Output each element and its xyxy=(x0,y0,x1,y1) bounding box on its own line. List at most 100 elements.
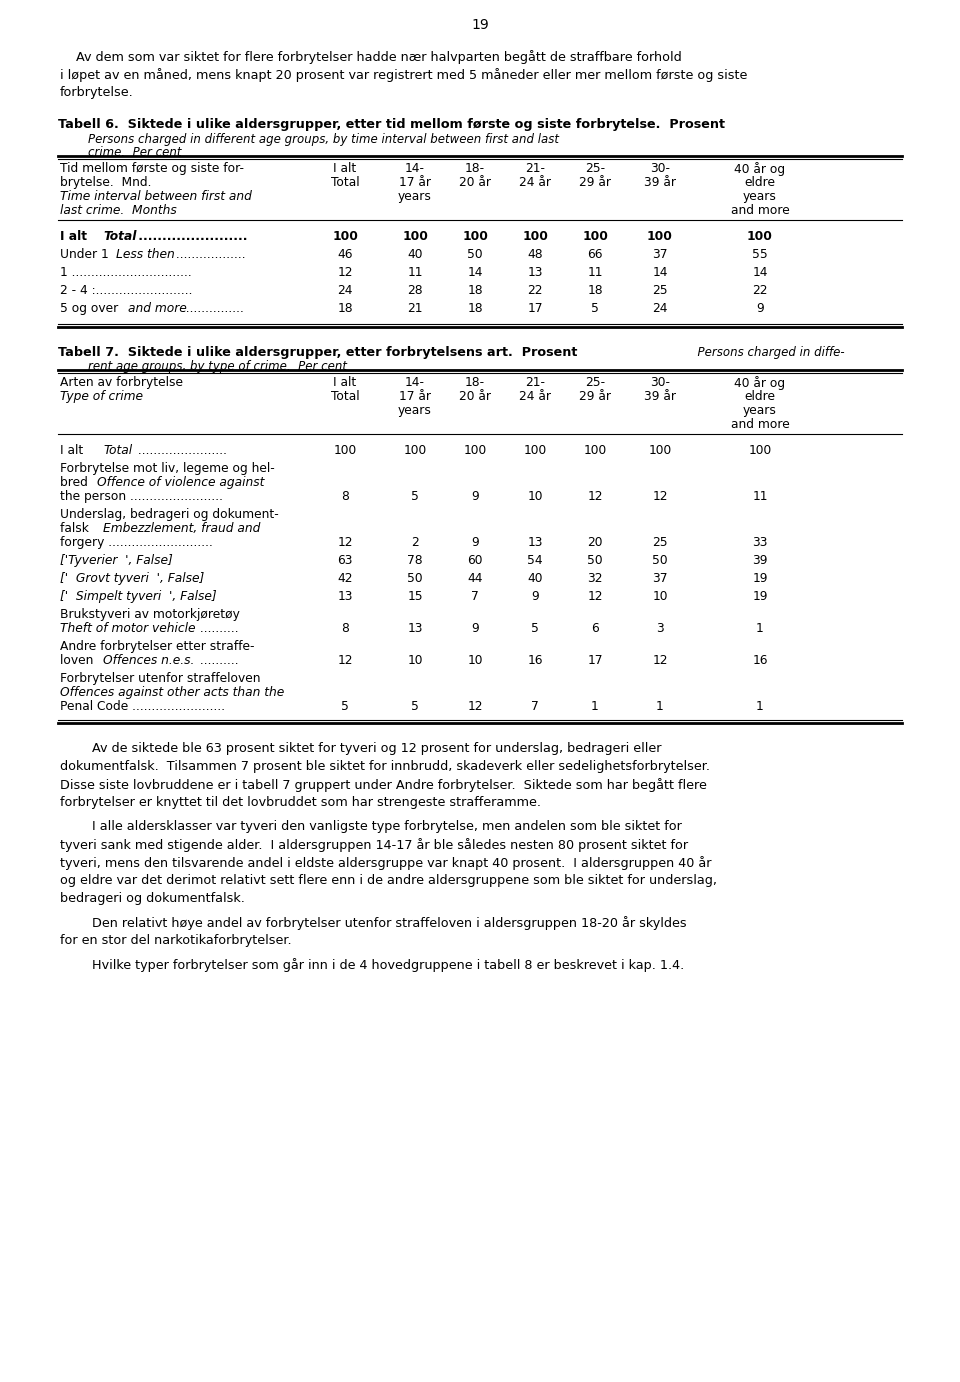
Text: 55: 55 xyxy=(752,247,768,261)
Text: 17 år: 17 år xyxy=(399,176,431,189)
Text: 25: 25 xyxy=(652,536,668,549)
Text: 17: 17 xyxy=(527,303,542,315)
Text: Forbrytelser utenfor straffeloven: Forbrytelser utenfor straffeloven xyxy=(60,672,260,685)
Text: og eldre var det derimot relativt sett flere enn i de andre aldersgruppene som b: og eldre var det derimot relativt sett f… xyxy=(60,873,717,887)
Text: and more: and more xyxy=(129,303,187,315)
Text: 100: 100 xyxy=(462,229,488,243)
Text: 5: 5 xyxy=(341,701,348,713)
Text: 37: 37 xyxy=(652,572,668,585)
Text: Offences against other acts than the: Offences against other acts than the xyxy=(60,685,284,699)
Text: 40 år og: 40 år og xyxy=(734,376,785,390)
Text: 100: 100 xyxy=(332,229,358,243)
Text: 50: 50 xyxy=(468,247,483,261)
Text: Total: Total xyxy=(330,176,359,189)
Text: 50: 50 xyxy=(407,572,422,585)
Text: brytelse.  Mnd.: brytelse. Mnd. xyxy=(60,176,152,189)
Text: 14: 14 xyxy=(468,265,483,279)
Text: 46: 46 xyxy=(337,247,352,261)
Text: Less then: Less then xyxy=(116,247,175,261)
Text: Underslag, bedrageri og dokument-: Underslag, bedrageri og dokument- xyxy=(60,509,278,521)
Text: 9: 9 xyxy=(471,622,479,634)
Text: Embezzlement, fraud and: Embezzlement, fraud and xyxy=(104,522,261,535)
Text: 18-: 18- xyxy=(465,162,485,176)
Text: 12: 12 xyxy=(652,654,668,668)
Text: 11: 11 xyxy=(588,265,603,279)
Text: dokumentfalsk.  Tilsammen 7 prosent ble siktet for innbrudd, skadeverk eller sed: dokumentfalsk. Tilsammen 7 prosent ble s… xyxy=(60,760,710,773)
Text: 12: 12 xyxy=(337,654,352,668)
Text: 30-: 30- xyxy=(650,376,670,388)
Text: 10: 10 xyxy=(527,491,542,503)
Text: 42: 42 xyxy=(337,572,352,585)
Text: 100: 100 xyxy=(402,229,428,243)
Text: 5: 5 xyxy=(411,701,419,713)
Text: ..................: .................. xyxy=(172,247,245,261)
Text: 16: 16 xyxy=(753,654,768,668)
Text: 11: 11 xyxy=(407,265,422,279)
Text: 40: 40 xyxy=(407,247,422,261)
Text: 2: 2 xyxy=(411,536,419,549)
Text: 37: 37 xyxy=(652,247,668,261)
Text: 20: 20 xyxy=(588,536,603,549)
Text: bedrageri og dokumentfalsk.: bedrageri og dokumentfalsk. xyxy=(60,891,245,905)
Text: ..........: .......... xyxy=(197,654,239,668)
Text: Forbrytelse mot liv, legeme og hel-: Forbrytelse mot liv, legeme og hel- xyxy=(60,462,275,475)
Text: 18: 18 xyxy=(468,283,483,297)
Text: 100: 100 xyxy=(464,444,487,457)
Text: Under 1: Under 1 xyxy=(60,247,116,261)
Text: Persons charged in different age groups, by time interval between first and last: Persons charged in different age groups,… xyxy=(58,133,559,146)
Text: 25: 25 xyxy=(652,283,668,297)
Text: 30-: 30- xyxy=(650,162,670,176)
Text: for en stor del narkotikaforbrytelser.: for en stor del narkotikaforbrytelser. xyxy=(60,934,292,947)
Text: 10: 10 xyxy=(407,654,422,668)
Text: 18: 18 xyxy=(337,303,353,315)
Text: 18: 18 xyxy=(468,303,483,315)
Text: 13: 13 xyxy=(527,536,542,549)
Text: 5: 5 xyxy=(531,622,539,634)
Text: rent age groups, by type of crime.  Per cent: rent age groups, by type of crime. Per c… xyxy=(58,359,347,373)
Text: 29 år: 29 år xyxy=(579,176,611,189)
Text: 22: 22 xyxy=(753,283,768,297)
Text: 78: 78 xyxy=(407,554,422,567)
Text: 18: 18 xyxy=(588,283,603,297)
Text: Offence of violence against: Offence of violence against xyxy=(97,475,265,489)
Text: ..........: .......... xyxy=(197,622,239,634)
Text: and more: and more xyxy=(731,205,789,217)
Text: 40 år og: 40 år og xyxy=(734,162,785,176)
Text: 1: 1 xyxy=(756,622,764,634)
Text: 100: 100 xyxy=(647,229,673,243)
Text: last crime.  Months: last crime. Months xyxy=(60,205,177,217)
Text: 100: 100 xyxy=(523,444,546,457)
Text: loven: loven xyxy=(60,654,101,668)
Text: 13: 13 xyxy=(407,622,422,634)
Text: falsk: falsk xyxy=(60,522,97,535)
Text: forbrytelse.: forbrytelse. xyxy=(60,86,133,100)
Text: 14: 14 xyxy=(652,265,668,279)
Text: 5 og over: 5 og over xyxy=(60,303,126,315)
Text: 1: 1 xyxy=(656,701,664,713)
Text: 19: 19 xyxy=(753,590,768,603)
Text: 32: 32 xyxy=(588,572,603,585)
Text: 8: 8 xyxy=(341,622,348,634)
Text: Andre forbrytelser etter straffe-: Andre forbrytelser etter straffe- xyxy=(60,640,254,654)
Text: I alt: I alt xyxy=(333,376,356,388)
Text: 21-: 21- xyxy=(525,376,545,388)
Text: forgery ...........................: forgery ........................... xyxy=(60,536,213,549)
Text: 14-: 14- xyxy=(405,376,425,388)
Text: 39 år: 39 år xyxy=(644,390,676,404)
Text: 13: 13 xyxy=(527,265,542,279)
Text: and more: and more xyxy=(731,417,789,431)
Text: years: years xyxy=(398,404,432,417)
Text: 12: 12 xyxy=(337,265,352,279)
Text: 50: 50 xyxy=(588,554,603,567)
Text: Persons charged in diffe-: Persons charged in diffe- xyxy=(690,346,845,359)
Text: Total: Total xyxy=(104,229,137,243)
Text: crime.  Per cent: crime. Per cent xyxy=(58,146,181,159)
Text: I alt: I alt xyxy=(60,444,91,457)
Text: 12: 12 xyxy=(468,701,483,713)
Text: Tabell 6.  Siktede i ulike aldersgrupper, etter tid mellom første og siste forbr: Tabell 6. Siktede i ulike aldersgrupper,… xyxy=(58,117,725,131)
Text: tyveri sank med stigende alder.  I aldersgruppen 14-17 år ble således nesten 80 : tyveri sank med stigende alder. I alders… xyxy=(60,837,688,851)
Text: eldre: eldre xyxy=(745,390,776,404)
Text: 14-: 14- xyxy=(405,162,425,176)
Text: Tabell 7.  Siktede i ulike aldersgrupper, etter forbrytelsens art.  Prosent: Tabell 7. Siktede i ulike aldersgrupper,… xyxy=(58,346,577,359)
Text: tyveri, mens den tilsvarende andel i eldste aldersgruppe var knapt 40 prosent.  : tyveri, mens den tilsvarende andel i eld… xyxy=(60,855,711,869)
